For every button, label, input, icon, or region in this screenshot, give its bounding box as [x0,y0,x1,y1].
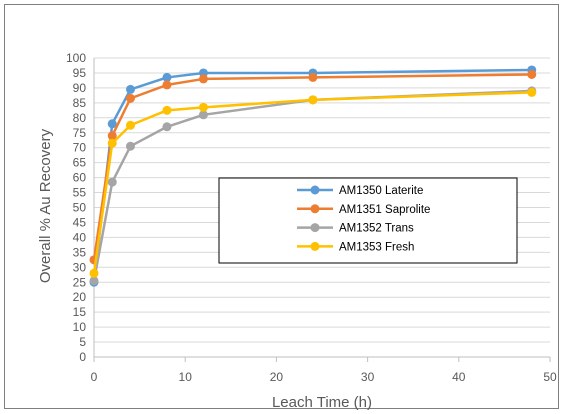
data-point [89,276,99,286]
data-point [107,131,117,141]
data-point [89,268,99,278]
x-tick-label: 50 [543,370,557,384]
data-point [107,177,117,187]
x-tick-label: 10 [179,370,193,384]
y-tick-label: 35 [73,245,87,259]
legend-entry: AM1351 Saprolite [297,204,430,216]
legend-label: AM1352 Trans [339,223,414,235]
data-point [162,80,172,90]
data-point [107,119,117,129]
y-tick-labels: 0510152025303540455055606570758085909510… [66,51,86,364]
y-tick-label: 0 [79,350,86,364]
x-tick-label: 40 [452,370,466,384]
data-point [162,122,172,132]
data-point [198,74,208,84]
legend: AM1350 Laterite AM1351 Saprolite AM1352 Tr… [218,177,518,264]
data-point [527,87,537,97]
data-point [198,102,208,112]
y-tick-label: 40 [73,230,87,244]
legend-swatch-marker [310,185,320,195]
series-group [89,65,537,287]
y-tick-label: 100 [66,51,86,65]
data-point [107,138,117,148]
legend-swatch-marker [310,241,320,251]
legend-entry: AM1352 Trans [297,223,414,235]
data-point [198,110,208,120]
data-point [308,72,318,82]
y-tick-label: 5 [79,335,86,349]
y-tick-label: 90 [73,81,87,95]
x-axis-title: Leach Time (h) [272,394,372,411]
y-tick-label: 45 [73,215,87,229]
data-point [162,72,172,82]
y-tick-label: 25 [73,275,87,289]
y-tick-label: 70 [73,141,87,155]
legend-label: AM1351 Saprolite [339,204,430,216]
x-tick-labels: 0 10 20 30 40 50 [91,370,557,384]
legend-label: AM1350 Laterite [339,185,423,197]
y-tick-label: 55 [73,186,87,200]
y-tick-label: 85 [73,96,87,110]
y-tick-label: 60 [73,171,87,185]
legend-box [218,177,518,264]
x-tick-label: 0 [91,370,98,384]
data-point [527,69,537,79]
y-tick-label: 80 [73,111,87,125]
data-point [162,105,172,115]
y-tick-label: 10 [73,320,87,334]
series-4 [89,87,537,278]
data-point [308,95,318,105]
x-tick-label: 20 [270,370,284,384]
y-tick-label: 95 [73,66,87,80]
data-point [125,120,135,130]
y-tick-label: 50 [73,201,87,215]
legend-swatch-marker [310,204,320,214]
y-tick-label: 15 [73,305,87,319]
legend-entry: AM1353 Fresh [297,241,414,253]
legend-entry: AM1350 Laterite [297,185,423,197]
y-tick-label: 20 [73,290,87,304]
y-axis-title: Overall % Au Recovery [37,128,54,283]
y-tick-label: 75 [73,126,87,140]
y-tick-label: 30 [73,260,87,274]
axes [93,58,551,362]
data-point [125,84,135,94]
data-point [125,141,135,151]
data-point [125,93,135,103]
y-tick-label: 65 [73,156,87,170]
legend-swatch-marker [310,223,320,233]
legend-label: AM1353 Fresh [339,241,414,253]
x-tick-label: 30 [361,370,375,384]
